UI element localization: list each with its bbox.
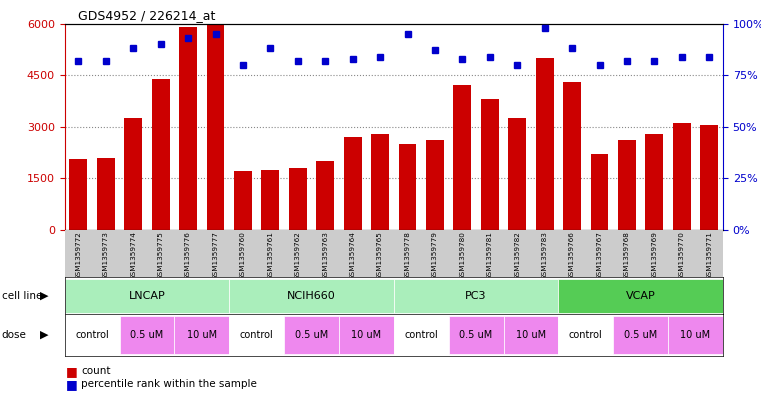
Text: 10 uM: 10 uM (186, 330, 217, 340)
Text: GSM1359768: GSM1359768 (624, 231, 630, 280)
Text: VCAP: VCAP (626, 291, 655, 301)
Text: GSM1359776: GSM1359776 (185, 231, 191, 280)
Text: ▶: ▶ (40, 330, 49, 340)
Text: 10 uM: 10 uM (516, 330, 546, 340)
Bar (393, 279, 559, 312)
Bar (613, 316, 668, 354)
Text: GSM1359783: GSM1359783 (542, 231, 548, 280)
Text: 10 uM: 10 uM (680, 330, 711, 340)
Bar (174, 316, 229, 354)
Bar (65, 316, 119, 354)
Text: 0.5 uM: 0.5 uM (295, 330, 328, 340)
Bar (317, 161, 334, 230)
Text: ■: ■ (66, 378, 78, 391)
Bar (618, 140, 636, 230)
Bar (591, 154, 609, 230)
Bar (508, 118, 526, 230)
Bar (559, 279, 723, 312)
Bar (69, 160, 88, 230)
Text: 10 uM: 10 uM (352, 330, 381, 340)
Bar (339, 316, 393, 354)
Bar (124, 118, 142, 230)
Text: GSM1359772: GSM1359772 (75, 231, 81, 280)
Text: GSM1359771: GSM1359771 (706, 231, 712, 280)
Bar (284, 316, 339, 354)
Bar (371, 134, 389, 230)
Bar (645, 134, 664, 230)
Text: cell line: cell line (2, 290, 42, 301)
Text: control: control (569, 330, 603, 340)
Bar (700, 125, 718, 230)
Text: control: control (404, 330, 438, 340)
Text: GSM1359764: GSM1359764 (349, 231, 355, 280)
Text: GSM1359780: GSM1359780 (460, 231, 466, 280)
Bar (504, 316, 559, 354)
Text: GSM1359760: GSM1359760 (240, 231, 246, 280)
Bar (426, 140, 444, 230)
Text: PC3: PC3 (465, 291, 487, 301)
Text: control: control (75, 330, 109, 340)
Bar (151, 79, 170, 230)
Bar (229, 279, 394, 312)
Bar (234, 171, 252, 230)
Bar (536, 58, 553, 230)
Text: GSM1359769: GSM1359769 (651, 231, 658, 280)
Bar (207, 25, 224, 230)
Bar (668, 316, 723, 354)
Text: 0.5 uM: 0.5 uM (624, 330, 658, 340)
Text: GSM1359767: GSM1359767 (597, 231, 603, 280)
Bar (65, 279, 229, 312)
Text: GSM1359765: GSM1359765 (377, 231, 383, 280)
Text: GSM1359763: GSM1359763 (322, 231, 328, 280)
Bar (179, 27, 197, 230)
Bar (673, 123, 691, 230)
Text: GSM1359779: GSM1359779 (432, 231, 438, 280)
Bar (449, 316, 504, 354)
Bar (119, 316, 174, 354)
Bar (344, 137, 361, 230)
Bar (559, 316, 613, 354)
Bar (454, 86, 471, 230)
Text: LNCAP: LNCAP (129, 291, 165, 301)
Text: GSM1359777: GSM1359777 (212, 231, 218, 280)
Text: GSM1359770: GSM1359770 (679, 231, 685, 280)
Bar (97, 158, 115, 230)
Text: GSM1359762: GSM1359762 (295, 231, 301, 280)
Text: GSM1359773: GSM1359773 (103, 231, 109, 280)
Text: ■: ■ (66, 365, 78, 378)
Text: dose: dose (2, 330, 27, 340)
Text: GSM1359775: GSM1359775 (158, 231, 164, 280)
Text: ▶: ▶ (40, 290, 49, 301)
Text: GSM1359766: GSM1359766 (569, 231, 575, 280)
Text: control: control (240, 330, 273, 340)
Bar (289, 168, 307, 230)
Text: 0.5 uM: 0.5 uM (130, 330, 164, 340)
Text: GSM1359778: GSM1359778 (405, 231, 410, 280)
Bar (399, 144, 416, 230)
Text: GSM1359782: GSM1359782 (514, 231, 521, 280)
Bar (393, 316, 449, 354)
Text: count: count (81, 366, 111, 376)
Text: 0.5 uM: 0.5 uM (460, 330, 492, 340)
Text: GSM1359774: GSM1359774 (130, 231, 136, 280)
Text: GDS4952 / 226214_at: GDS4952 / 226214_at (78, 9, 215, 22)
Bar (563, 82, 581, 230)
Text: GSM1359761: GSM1359761 (267, 231, 273, 280)
Text: GSM1359781: GSM1359781 (487, 231, 493, 280)
Text: percentile rank within the sample: percentile rank within the sample (81, 379, 257, 389)
Bar (262, 170, 279, 230)
Bar (481, 99, 498, 230)
Bar (229, 316, 284, 354)
Text: NCIH660: NCIH660 (287, 291, 336, 301)
